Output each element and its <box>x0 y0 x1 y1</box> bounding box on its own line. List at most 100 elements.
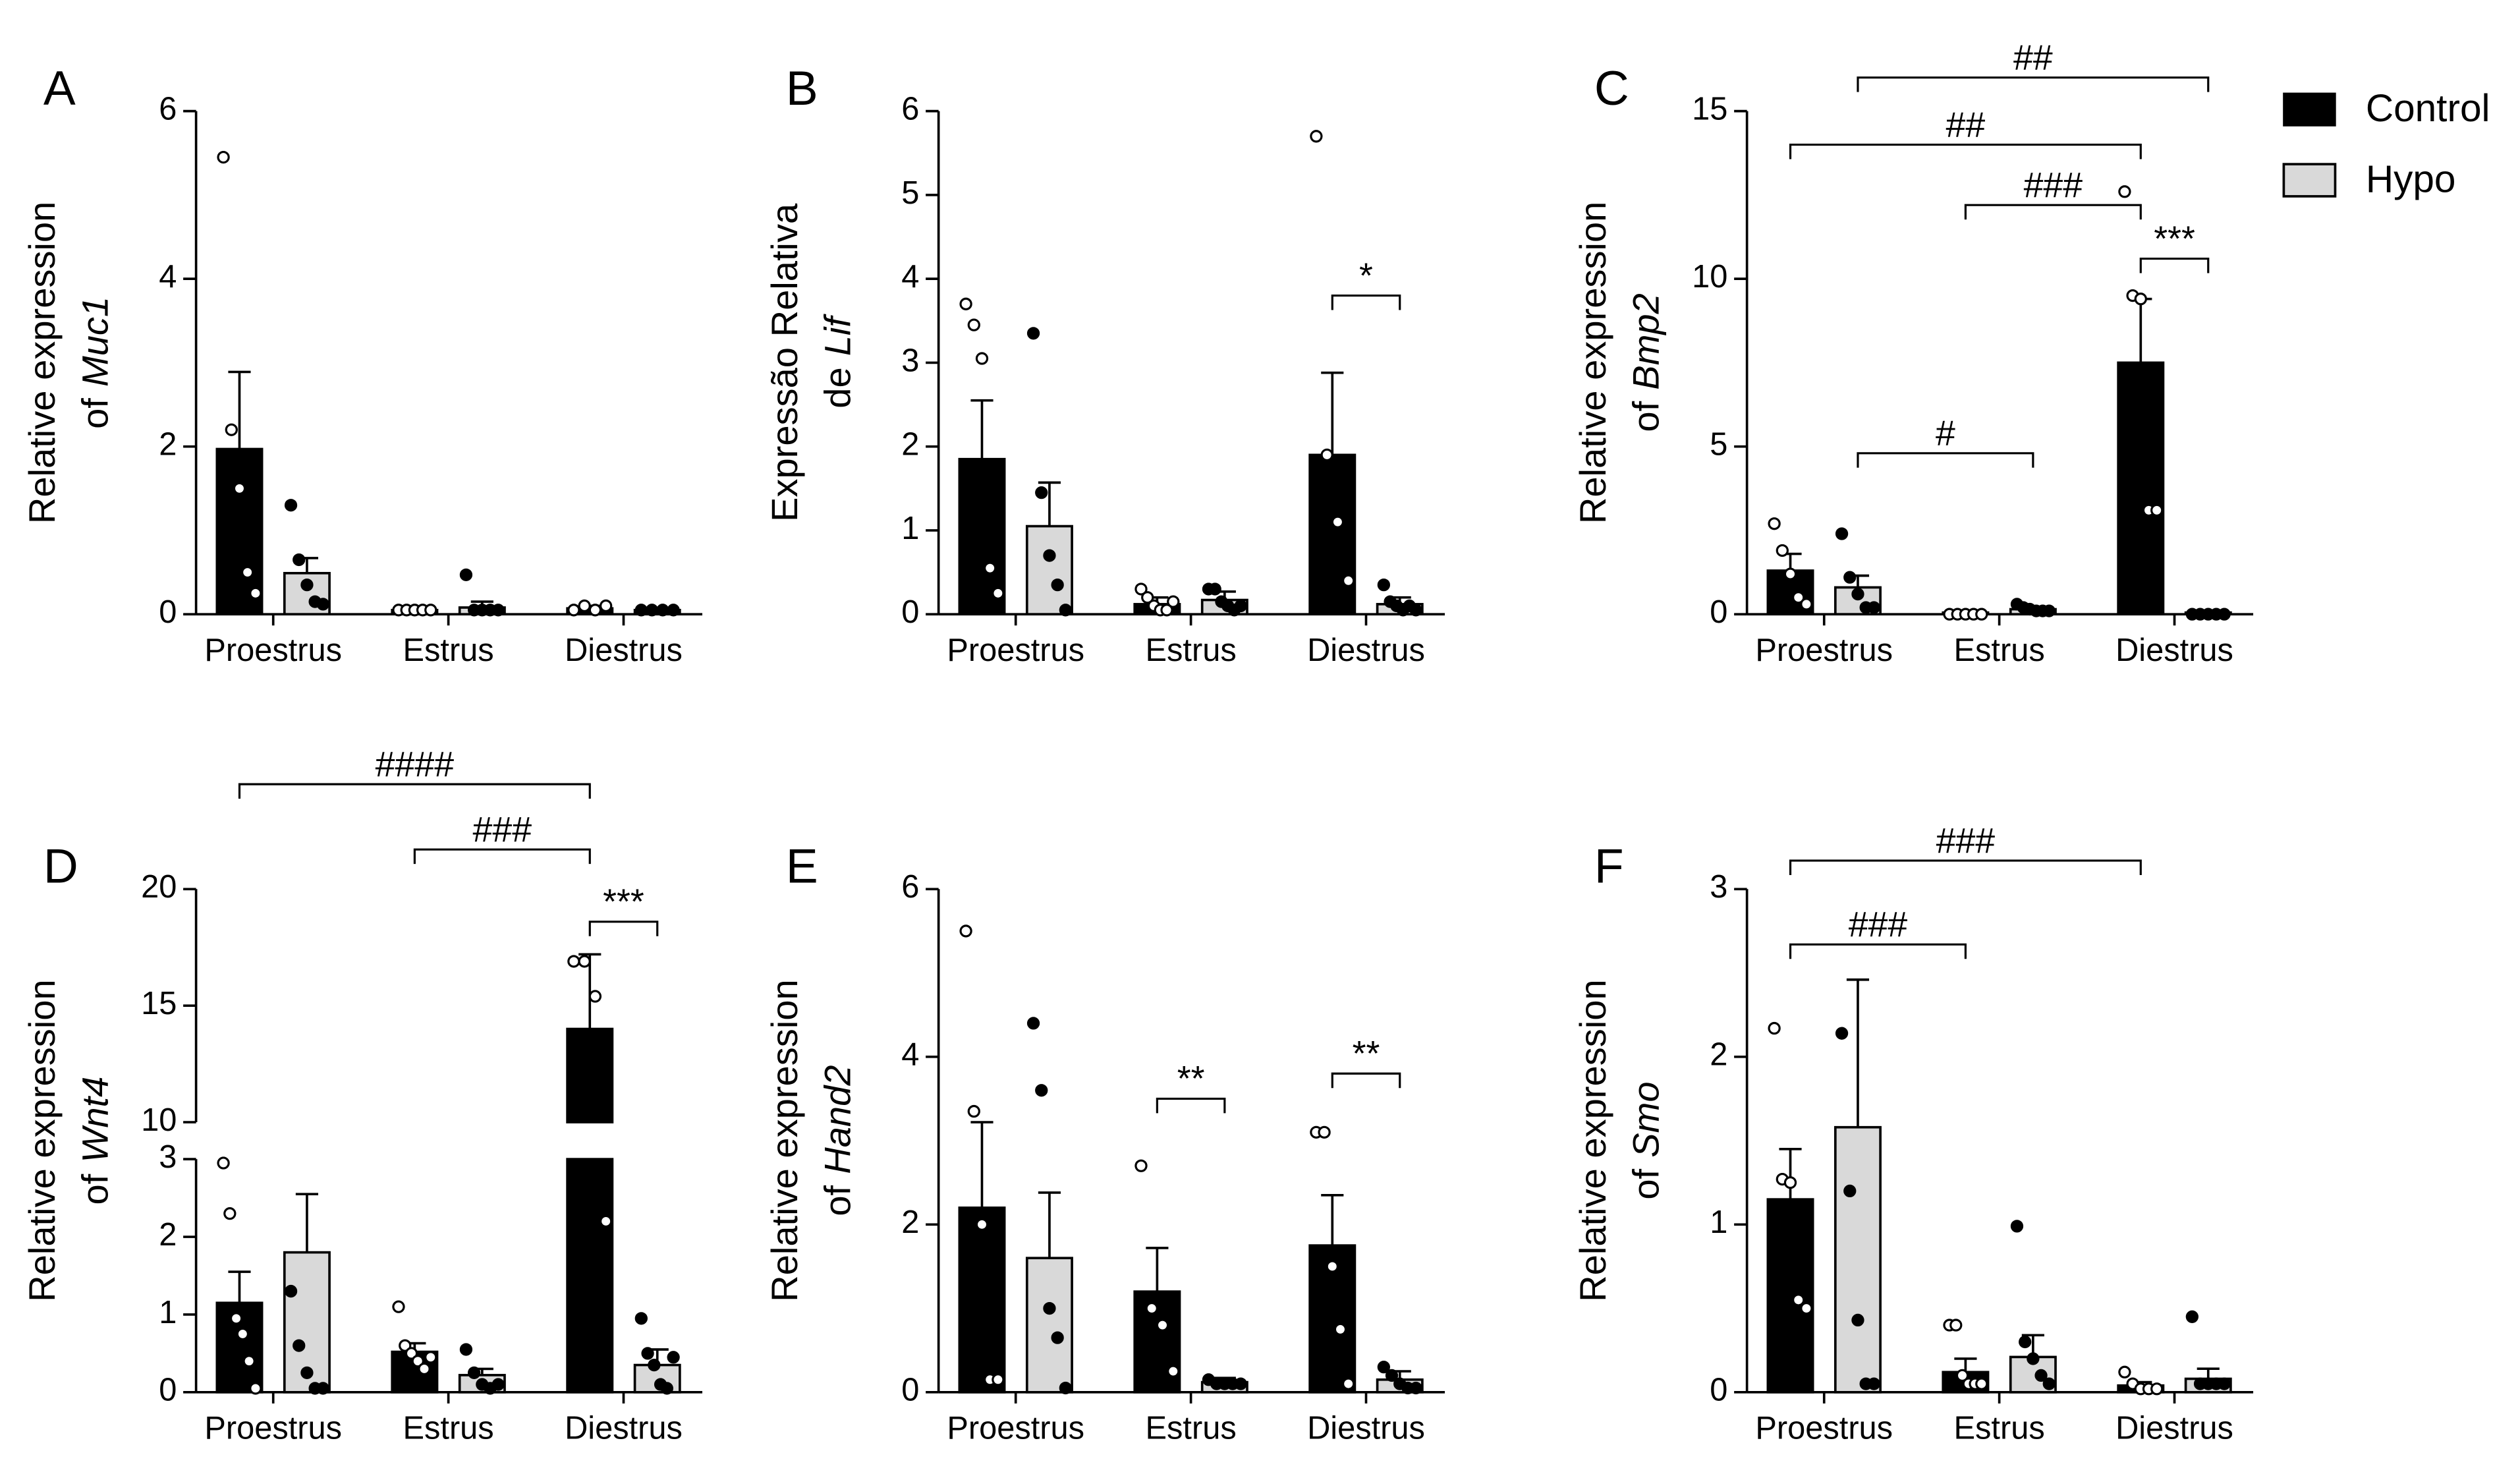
significance-bracket <box>1789 143 2142 159</box>
significance-bracket <box>1331 295 1401 310</box>
y-tick-label: 0 <box>1710 1373 1727 1408</box>
data-point <box>467 1366 481 1380</box>
data-point <box>1167 1365 1180 1378</box>
data-point <box>405 1347 418 1360</box>
data-point <box>399 1339 412 1352</box>
significance-label: ## <box>2013 38 2053 78</box>
y-tick-label: 2 <box>901 427 919 463</box>
data-point <box>217 150 230 164</box>
y-tick-label: 2 <box>1710 1037 1727 1073</box>
x-tick-label: Estrus <box>1954 1411 2045 1446</box>
data-point <box>1145 1301 1158 1315</box>
legend-swatch-control <box>2283 92 2336 127</box>
x-tick-label: Proestrus <box>204 633 342 668</box>
data-point <box>1156 1319 1169 1332</box>
data-point <box>1783 1176 1797 1189</box>
significance-label: ### <box>473 810 532 849</box>
data-point <box>1851 587 1864 601</box>
panel-letter: E <box>786 839 818 894</box>
panel-letter: B <box>786 61 818 115</box>
data-point <box>1310 130 1323 143</box>
data-point <box>1059 1381 1072 1395</box>
data-point <box>241 565 254 579</box>
significance-bracket <box>1789 943 1967 959</box>
y-tick-label: 4 <box>901 1037 919 1073</box>
panel-letter: C <box>1594 61 1629 115</box>
data-point <box>1867 601 1880 614</box>
data-point <box>223 1207 237 1220</box>
panel-letter: F <box>1594 839 1624 894</box>
data-point <box>1835 527 1849 540</box>
x-tick-label: Proestrus <box>204 1411 342 1446</box>
data-point <box>1342 1377 1355 1390</box>
data-point <box>300 578 314 592</box>
data-point <box>1835 1027 1849 1040</box>
x-tick-label: Diestrus <box>565 1411 683 1446</box>
data-point <box>1026 327 1040 340</box>
data-point <box>1326 1260 1339 1273</box>
data-point <box>2118 1365 2131 1378</box>
significance-label: ### <box>1849 905 1908 944</box>
data-point <box>491 1378 505 1391</box>
data-point <box>1141 591 1154 604</box>
data-point <box>967 318 980 331</box>
y-tick-label: 20 <box>141 869 177 905</box>
data-point <box>634 604 648 617</box>
y-axis-label-gene: Bmp2 <box>1625 293 1666 390</box>
data-point <box>641 1347 654 1360</box>
y-tick-label: 4 <box>901 259 919 295</box>
data-point <box>1134 582 1148 596</box>
data-point <box>1333 1322 1347 1336</box>
data-point <box>392 1300 405 1313</box>
data-point <box>1320 448 1333 462</box>
significance-bracket <box>1857 452 2034 468</box>
y-tick-label: 2 <box>159 1217 177 1253</box>
bar <box>566 1158 614 1394</box>
data-point <box>1167 595 1180 608</box>
y-axis-label: of Bmp2 <box>1625 293 1666 432</box>
data-point <box>2134 293 2147 306</box>
y-tick-label: 4 <box>159 259 177 295</box>
bar <box>566 1027 614 1123</box>
data-point <box>1234 1377 1247 1390</box>
y-axis-label-gene: Lif <box>816 314 858 356</box>
data-point <box>242 1355 256 1368</box>
data-point <box>1949 1319 1963 1332</box>
y-tick-label: 0 <box>901 594 919 630</box>
significance-label: ### <box>1936 821 1996 861</box>
data-point <box>424 604 437 617</box>
data-point <box>1800 1301 1813 1315</box>
data-point <box>316 598 329 611</box>
y-axis-label: of Muc1 <box>74 297 115 429</box>
data-point <box>1318 1125 1331 1139</box>
data-point <box>1783 567 1797 581</box>
y-axis-label-part: of <box>1625 401 1666 432</box>
x-tick-label: Proestrus <box>947 633 1084 668</box>
data-point <box>578 955 591 968</box>
data-point <box>2118 185 2131 198</box>
data-point <box>1051 1331 1064 1344</box>
y-tick-label: 3 <box>901 343 919 378</box>
y-tick-label: 6 <box>901 92 919 127</box>
y-tick-label: 10 <box>141 1102 177 1138</box>
data-point <box>1051 578 1064 592</box>
data-point <box>284 1284 298 1298</box>
y-axis-label: of Hand2 <box>816 1065 858 1216</box>
data-point <box>233 482 246 495</box>
legend-label: Hypo <box>2366 157 2456 200</box>
data-point <box>975 352 989 365</box>
data-point <box>300 1366 314 1380</box>
y-tick-label: 6 <box>159 92 177 127</box>
data-point <box>567 604 580 617</box>
x-tick-label: Proestrus <box>947 1411 1084 1446</box>
y-tick-label: 1 <box>1710 1205 1727 1240</box>
y-axis-label: of Smo <box>1625 1081 1666 1199</box>
data-point <box>1331 515 1345 528</box>
x-tick-label: Estrus <box>1146 1411 1237 1446</box>
data-point <box>1409 604 1422 617</box>
data-point <box>2185 1310 2198 1323</box>
bar <box>2117 361 2165 615</box>
panel-letter: D <box>43 839 78 894</box>
y-tick-label: 0 <box>901 1373 919 1408</box>
significance-bracket <box>238 783 591 799</box>
